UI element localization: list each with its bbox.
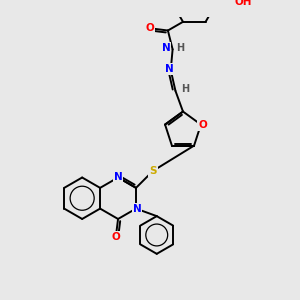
Text: N: N xyxy=(133,204,141,214)
Text: H: H xyxy=(181,84,189,94)
Text: S: S xyxy=(149,166,157,176)
Text: N: N xyxy=(165,64,174,74)
Text: O: O xyxy=(146,23,154,33)
Text: O: O xyxy=(112,232,121,242)
Text: N: N xyxy=(162,44,170,53)
Text: O: O xyxy=(198,120,207,130)
Text: OH: OH xyxy=(235,0,252,7)
Text: N: N xyxy=(114,172,122,182)
Text: H: H xyxy=(176,44,184,53)
